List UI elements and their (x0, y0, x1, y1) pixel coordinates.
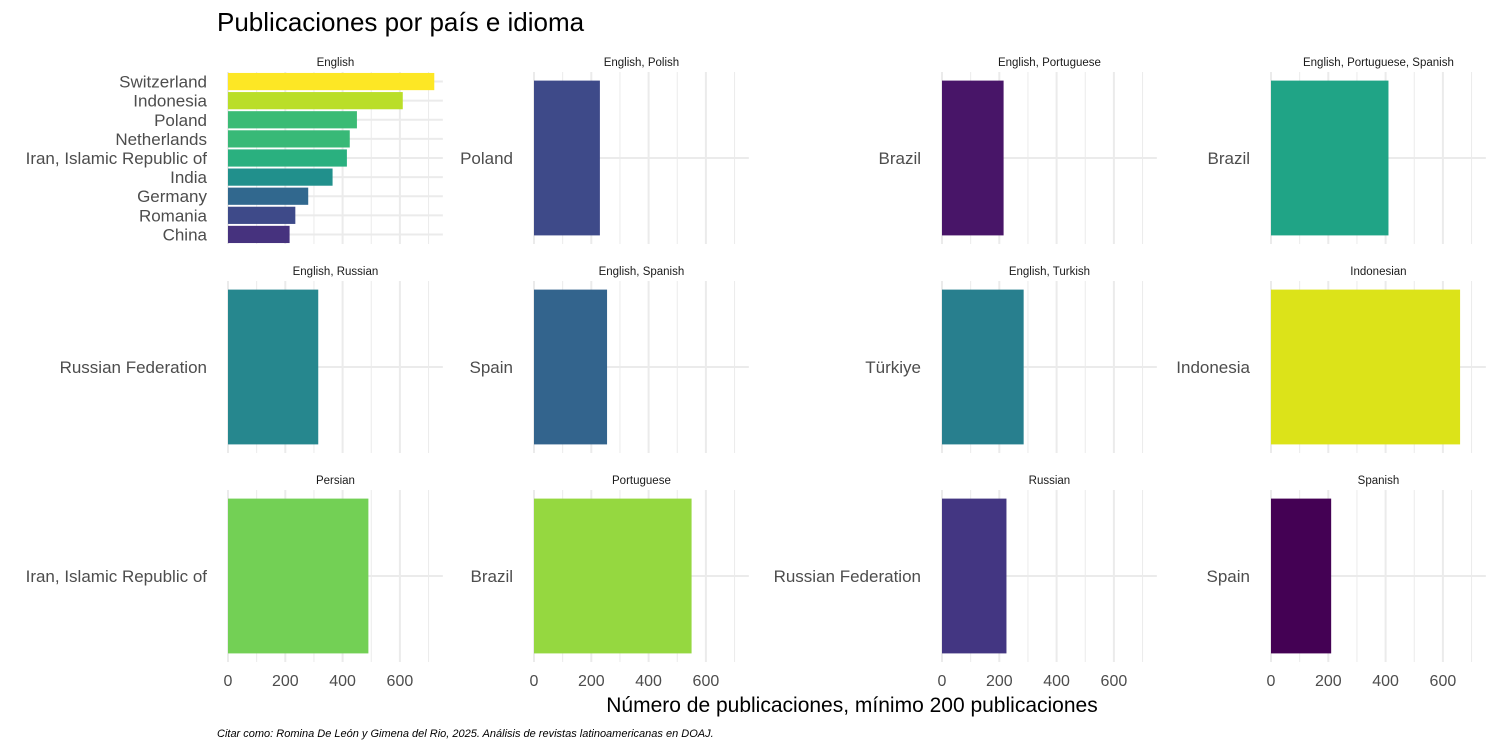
y-tick-label: Russian Federation (60, 358, 207, 377)
facet-panels: EnglishSwitzerlandIndonesiaPolandNetherl… (26, 57, 1486, 690)
facet-strip-label: English (317, 57, 355, 69)
facet-panel: English, Turkish Türkiye (865, 266, 1157, 453)
facet-strip-label: English, Turkish (1009, 266, 1090, 278)
y-tick-label: India (170, 168, 207, 187)
bar (534, 289, 608, 445)
bar (942, 80, 1004, 236)
facet-strip-label: English, Spanish (599, 266, 685, 278)
facet-strip-label: Portuguese (612, 475, 671, 487)
facet-panel: English, Russian Russian Federation (60, 266, 443, 453)
bar (228, 149, 347, 167)
y-tick-label: Iran, Islamic Republic of (26, 149, 208, 168)
bar (534, 498, 692, 654)
y-tick-label: Spain (1207, 567, 1250, 586)
x-tick-label: 600 (693, 673, 720, 690)
chart-caption: Citar como: Romina De León y Gimena del … (217, 728, 714, 740)
y-tick-label: Brazil (470, 567, 513, 586)
facet-strip-label: English, Portuguese, Spanish (1303, 57, 1454, 69)
bar (228, 92, 403, 110)
y-tick-label: Switzerland (119, 73, 207, 92)
facet-panel: Russian Russian Federation 0 200 400 600 (774, 475, 1157, 690)
facet-strip-label: Spanish (1358, 475, 1400, 487)
x-tick-label: 400 (1043, 673, 1070, 690)
facet-panel: English, Portuguese Brazil (878, 57, 1157, 244)
facet-panel: English, Spanish Spain (470, 266, 749, 453)
facet-panel: Spanish Spain 0 200 400 600 (1207, 475, 1486, 690)
y-tick-label: Iran, Islamic Republic of (26, 567, 208, 586)
y-tick-label: Brazil (1207, 149, 1250, 168)
bar (1271, 498, 1332, 654)
bar (1271, 289, 1461, 445)
y-tick-label: Poland (460, 149, 513, 168)
x-tick-label: 200 (1315, 673, 1342, 690)
y-tick-label: Indonesia (1176, 358, 1250, 377)
facet-strip-label: English, Russian (293, 266, 379, 278)
x-tick-label: 0 (530, 673, 539, 690)
x-tick-label: 200 (986, 673, 1013, 690)
x-tick-label: 400 (329, 673, 356, 690)
x-tick-label: 600 (1430, 673, 1457, 690)
facet-panel: English, Polish Poland (460, 57, 749, 244)
y-tick-label: Indonesia (133, 92, 207, 111)
facet-strip-label: English, Polish (604, 57, 679, 69)
facet-strip-label: Persian (316, 475, 355, 487)
x-tick-label: 600 (1101, 673, 1128, 690)
facet-strip-label: Russian (1029, 475, 1071, 487)
facet-panel: Portuguese Brazil 0 200 400 600 (470, 475, 749, 690)
bar (228, 111, 357, 129)
x-tick-label: 0 (1267, 673, 1276, 690)
x-tick-label: 0 (938, 673, 947, 690)
bar (228, 289, 319, 445)
y-tick-label: Romania (139, 206, 208, 225)
x-tick-label: 400 (1372, 673, 1399, 690)
bar (228, 498, 369, 654)
bar (228, 225, 290, 244)
bar (228, 130, 350, 148)
y-tick-label: Germany (137, 187, 207, 206)
x-tick-label: 200 (578, 673, 605, 690)
y-tick-label: Netherlands (115, 130, 207, 149)
facet-panel: Indonesian Indonesia (1176, 266, 1486, 453)
facet-strip-label: Indonesian (1350, 266, 1406, 278)
bar (942, 289, 1024, 445)
facet-panel: Persian Iran, Islamic Republic of 0 200 400 6… (26, 475, 443, 690)
x-tick-label: 600 (387, 673, 414, 690)
y-tick-label: China (163, 225, 208, 244)
x-tick-label: 0 (224, 673, 233, 690)
bar (228, 72, 435, 91)
bar (228, 168, 333, 186)
bar (228, 187, 309, 205)
bar (534, 80, 600, 236)
y-tick-label: Türkiye (865, 358, 921, 377)
x-tick-label: 200 (272, 673, 299, 690)
bar (1271, 80, 1389, 236)
x-axis-label: Número de publicaciones, mínimo 200 publ… (606, 694, 1097, 717)
bar (942, 498, 1007, 654)
y-tick-label: Russian Federation (774, 567, 921, 586)
y-tick-label: Spain (470, 358, 513, 377)
y-tick-label: Brazil (878, 149, 921, 168)
facet-strip-label: English, Portuguese (998, 57, 1101, 69)
facet-panel: English SwitzerlandIndonesiaPolandNetherl… (26, 57, 443, 244)
x-tick-label: 400 (635, 673, 662, 690)
chart-title: Publicaciones por país e idioma (217, 7, 585, 37)
y-tick-label: Poland (154, 111, 207, 130)
bar (228, 206, 296, 224)
facet-panel: English, Portuguese, Spanish Brazil (1207, 57, 1486, 244)
